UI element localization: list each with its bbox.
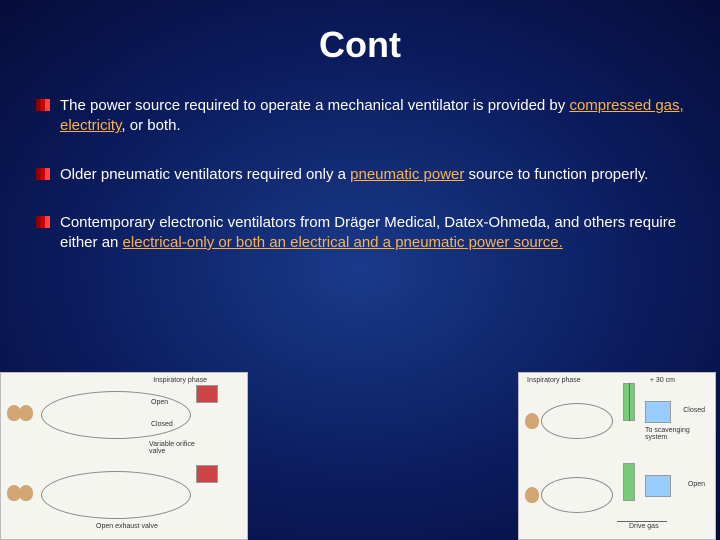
bullet-1-post: , or both. <box>121 117 180 134</box>
diag-left-closed: Closed <box>151 421 173 428</box>
diagram-right: Inspiratory phase + 30 cm Closed To scav… <box>518 372 716 540</box>
diag-right-scav: To scavenging system <box>645 427 705 441</box>
diag-right-title: Inspiratory phase <box>527 377 581 384</box>
diag-left-open: Open <box>151 399 168 406</box>
bullet-marker-icon <box>36 168 50 180</box>
content-area: The power source required to operate a m… <box>0 96 720 253</box>
bullet-2: Older pneumatic ventilators required onl… <box>36 165 690 185</box>
bullet-2-post: source to function properly. <box>464 166 648 183</box>
diag-right-drive: Drive gas <box>629 523 659 530</box>
bullet-2-pre: Older pneumatic ventilators required onl… <box>60 166 350 183</box>
bullet-marker-icon <box>36 99 50 111</box>
diag-left-valve: Variable orifice valve <box>149 441 209 455</box>
bullet-2-highlight: pneumatic power <box>350 166 464 183</box>
bullet-3-text: Contemporary electronic ventilators from… <box>60 213 690 254</box>
diag-right-open: Open <box>688 481 705 488</box>
diag-left-exhaust: Open exhaust valve <box>96 523 166 530</box>
bullet-2-text: Older pneumatic ventilators required onl… <box>60 165 690 185</box>
bullet-marker-icon <box>36 216 50 228</box>
bullet-1-pre: The power source required to operate a m… <box>60 97 569 114</box>
bullet-1: The power source required to operate a m… <box>36 96 690 137</box>
bullet-3-highlight: electrical-only or both an electrical an… <box>123 234 563 251</box>
slide-title: Cont <box>0 0 720 96</box>
diag-right-closed: Closed <box>683 407 705 414</box>
bullet-3: Contemporary electronic ventilators from… <box>36 213 690 254</box>
diag-left-title: Inspiratory phase <box>153 377 207 384</box>
bullet-1-text: The power source required to operate a m… <box>60 96 690 137</box>
diag-right-pressure: + 30 cm <box>650 377 675 384</box>
diagram-left: Inspiratory phase Open Closed Variable o… <box>0 372 248 540</box>
diagram-row: Inspiratory phase Open Closed Variable o… <box>0 372 720 540</box>
